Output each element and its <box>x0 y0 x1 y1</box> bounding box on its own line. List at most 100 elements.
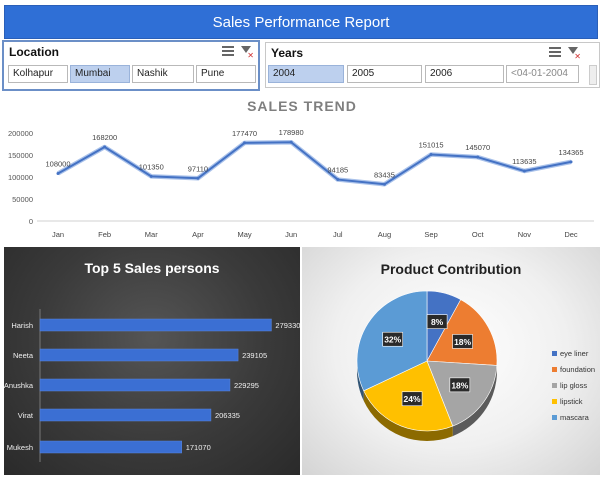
clear-filter-icon[interactable] <box>240 45 254 60</box>
legend-swatch <box>552 383 557 388</box>
pie-legend-item: mascara <box>552 413 589 422</box>
sales-trend-data-label: 83435 <box>374 170 395 179</box>
pie-label-box <box>452 334 473 349</box>
legend-label: mascara <box>560 413 589 422</box>
sales-trend-data-label: 97110 <box>188 164 208 173</box>
y-tick-label: 200000 <box>8 129 33 138</box>
x-tick-label: Jun <box>285 230 297 239</box>
sales-trend-title: SALES TREND <box>247 98 357 114</box>
pie-label-box <box>401 391 423 407</box>
slicer-item-kolhapur[interactable]: Kolhapur <box>8 65 68 83</box>
y-tick-label: 0 <box>29 217 33 226</box>
top-sales-persons-title: Top 5 Sales persons <box>84 260 220 276</box>
sales-person-bar <box>39 378 231 392</box>
multi-select-icon[interactable] <box>222 45 234 57</box>
x-tick-label: Dec <box>564 230 578 239</box>
pie-legend-item: eye liner <box>552 349 588 358</box>
slicer-item-2006[interactable]: 2006 <box>425 65 504 83</box>
years-slicer-title: Years <box>271 46 304 60</box>
sales-trend-data-label: 168200 <box>92 133 117 142</box>
sales-person-value-label: 206335 <box>215 411 240 420</box>
legend-label: eye liner <box>560 349 589 358</box>
pie-data-label: 24% <box>404 394 421 404</box>
sales-person-bar <box>39 408 212 422</box>
pie-data-label: 18% <box>451 380 468 390</box>
legend-swatch <box>552 351 557 356</box>
sales-trend-chart: SALES TREND 0 50000 100000 150000 200000 1080… <box>4 94 600 244</box>
pie-slice-foundation <box>426 299 498 366</box>
sales-trend-line <box>57 141 572 186</box>
sales-trend-point <box>196 176 200 180</box>
y-tick-label: 50000 <box>12 195 33 204</box>
slicer-item-pune[interactable]: Pune <box>196 65 256 83</box>
sales-trend-point <box>56 171 60 175</box>
slicer-item-2005[interactable]: 2005 <box>347 65 422 83</box>
pie-slice-side <box>452 365 497 437</box>
slicer-item--04-01-2004[interactable]: <04-01-2004 <box>506 65 579 83</box>
pie-data-label: 18% <box>454 337 471 347</box>
y-tick-label: 150000 <box>8 151 33 160</box>
x-tick-label: Feb <box>98 230 111 239</box>
sales-trend-data-label: 101350 <box>139 162 164 171</box>
sales-trend-data-label: 151015 <box>419 141 444 150</box>
sales-person-value-label: 171070 <box>186 443 211 452</box>
sales-trend-point <box>382 182 386 186</box>
slicer-item-2004[interactable]: 2004 <box>268 65 344 83</box>
x-tick-label: Jan <box>52 230 64 239</box>
legend-label: foundation <box>560 365 596 374</box>
x-tick-label: Apr <box>192 230 204 239</box>
sales-trend-data-label: 94185 <box>327 166 348 175</box>
sales-trend-line-shadow <box>56 139 572 187</box>
pie-label-box <box>382 331 404 347</box>
top-sales-persons-chart: Top 5 Sales persons 279330 Harish 239105 Ne… <box>4 247 300 475</box>
sales-trend-point <box>243 141 247 145</box>
clear-filter-icon[interactable] <box>567 46 581 61</box>
x-tick-label: Mar <box>145 230 158 239</box>
sales-trend-point <box>149 174 153 178</box>
sales-trend-data-label: 134365 <box>558 148 583 157</box>
sales-trend-point <box>289 140 293 144</box>
legend-swatch <box>552 399 557 404</box>
x-tick-label: Jul <box>333 230 343 239</box>
slicer-item-nashik[interactable]: Nashik <box>132 65 194 83</box>
x-tick-label: May <box>237 230 251 239</box>
legend-label: lip gloss <box>560 381 588 390</box>
pie-slice-lip-gloss <box>426 360 498 427</box>
y-tick-label: 100000 <box>8 173 33 182</box>
sales-person-value-label: 239105 <box>242 351 267 360</box>
location-slicer-title: Location <box>9 45 59 59</box>
multi-select-icon[interactable] <box>549 46 561 58</box>
sales-trend-point <box>476 155 480 159</box>
slicer-item-mumbai[interactable]: Mumbai <box>70 65 130 83</box>
sales-person-bar <box>39 318 272 332</box>
legend-label: lipstick <box>560 397 583 406</box>
x-tick-label: Aug <box>378 230 391 239</box>
sales-trend-point <box>522 169 526 173</box>
sales-person-bar <box>39 348 239 362</box>
pie-data-label: 8% <box>431 317 444 327</box>
sales-trend-data-label: 145070 <box>465 143 490 152</box>
legend-swatch <box>552 415 557 420</box>
x-tick-label: Oct <box>472 230 485 239</box>
pie-legend-item: lipstick <box>552 397 583 406</box>
slicer-scrollbar[interactable] <box>589 65 597 85</box>
sales-trend-point <box>429 153 433 157</box>
report-title: Sales Performance Report <box>212 13 390 31</box>
pie-slice-side <box>357 361 364 401</box>
pie-label-box <box>449 377 471 393</box>
sales-person-name-label: Mukesh <box>7 443 33 452</box>
pie-data-label: 32% <box>384 335 401 345</box>
sales-person-name-label: Anushka <box>4 381 34 390</box>
sales-trend-point <box>103 145 107 149</box>
sales-trend-point <box>336 178 340 182</box>
product-contribution-chart: Product Contribution 8% 18% 18% 24% 32% eye … <box>302 247 600 475</box>
x-tick-label: Nov <box>518 230 532 239</box>
sales-person-name-label: Harish <box>11 321 33 330</box>
sales-trend-data-label: 178980 <box>279 128 304 137</box>
pie-legend-item: lip gloss <box>552 381 587 390</box>
sales-person-name-label: Neeta <box>13 351 34 360</box>
sales-person-bar <box>39 440 182 454</box>
sales-person-value-label: 279330 <box>275 321 300 330</box>
